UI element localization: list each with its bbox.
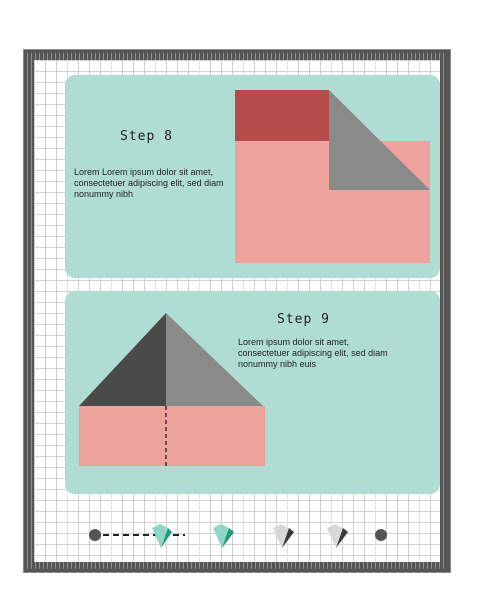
step-9-description: Lorem ipsum dolor sit amet, consectetuer…: [238, 337, 388, 369]
step-9-illustration: [79, 313, 265, 466]
paper-folded-flap: [235, 90, 329, 141]
step-8-description: Lorem Lorem ipsum dolor sit amet, consec…: [74, 167, 224, 199]
step-9-title: Step 9: [277, 312, 330, 327]
fold-right-triangle: [166, 313, 263, 406]
progress-step-current-icon[interactable]: [152, 524, 172, 548]
paper-base: [79, 406, 265, 466]
step-8-title: Step 8: [120, 129, 173, 144]
progress-step-gray-icon-2[interactable]: [327, 524, 348, 548]
progress-end-dot[interactable]: [375, 529, 387, 541]
progress-indicator: [89, 524, 387, 548]
progress-start-dot[interactable]: [89, 529, 101, 541]
step-8-illustration: [235, 90, 430, 263]
progress-step-gray-icon[interactable]: [273, 524, 294, 548]
progress-step-mint-icon[interactable]: [213, 524, 234, 548]
paper-fold-triangle: [329, 90, 430, 190]
fold-left-triangle: [79, 313, 166, 406]
